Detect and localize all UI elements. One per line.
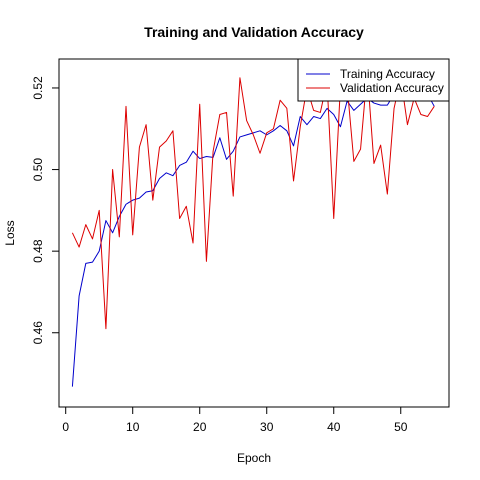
legend-label-training-accuracy: Training Accuracy [340, 67, 435, 81]
y-tick-label: 0.46 [31, 321, 45, 345]
x-tick-label: 0 [62, 420, 69, 434]
y-tick-label: 0.50 [31, 158, 45, 182]
y-tick-label: 0.48 [31, 239, 45, 263]
axes: 0 10 20 30 40 50 0.46 0.48 0.50 0.52 [31, 76, 408, 434]
y-axis-label: Loss [3, 220, 17, 245]
chart-title: Training and Validation Accuracy [144, 24, 364, 40]
series-lines [71, 71, 435, 387]
x-tick-label: 50 [394, 420, 408, 434]
x-tick-label: 20 [193, 420, 207, 434]
x-tick-label: 10 [126, 420, 140, 434]
x-tick-label: 30 [260, 420, 274, 434]
y-tick-label: 0.52 [31, 76, 45, 100]
validation-accuracy-line [71, 71, 435, 330]
legend-label-validation-accuracy: Validation Accuracy [340, 81, 444, 95]
x-tick-label: 40 [327, 420, 341, 434]
training-accuracy-line [71, 77, 435, 387]
x-axis-label: Epoch [237, 451, 271, 465]
legend-box [297, 58, 450, 102]
